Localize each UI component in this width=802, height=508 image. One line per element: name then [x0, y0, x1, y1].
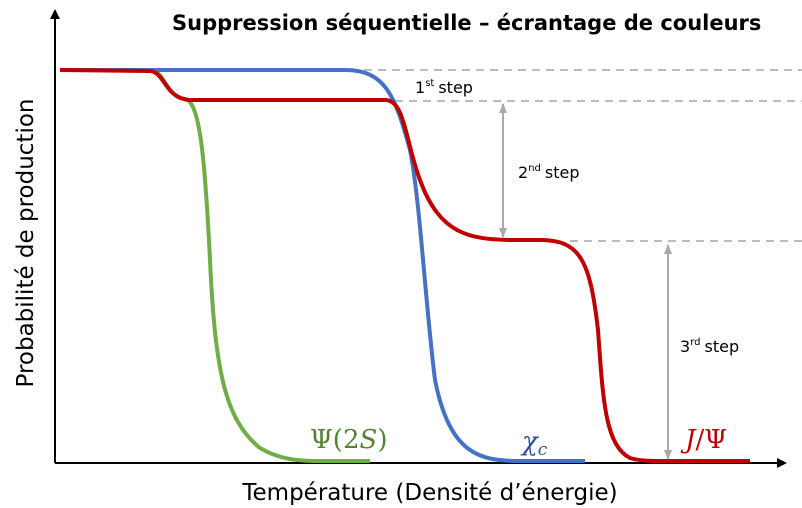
text-part: )	[377, 425, 387, 455]
text-part: step	[438, 78, 473, 97]
text-part: 1	[415, 78, 425, 97]
text-part: 2	[518, 163, 528, 182]
dashed-levels	[350, 69, 802, 242]
text-part: step	[704, 337, 739, 356]
title: Suppression séquentielle – écrantage de …	[172, 11, 761, 35]
text-part: 3	[680, 337, 690, 356]
curve-jpsi	[59, 68, 750, 463]
text-part: step	[545, 163, 580, 182]
y-axis-label: Probabilité de production	[13, 99, 39, 388]
curve-label: χc	[520, 427, 548, 460]
text-part: st	[425, 78, 434, 89]
curve-psi2s	[60, 68, 370, 463]
step-label: 1st step	[415, 78, 473, 97]
curve-label: J/Ψ	[680, 425, 727, 455]
text-part: /Ψ	[695, 425, 727, 455]
step-label: 2nd step	[518, 163, 579, 182]
curve-label: Ψ(2S)	[310, 425, 387, 455]
step-label: 3rd step	[680, 337, 739, 356]
curve-chic	[60, 68, 585, 463]
text-part: χ	[520, 427, 540, 457]
text-part: J	[680, 425, 697, 455]
text-part: S	[360, 425, 378, 455]
text-part: nd	[528, 163, 541, 174]
text-part: Ψ(2	[310, 425, 360, 455]
text-part: c	[538, 440, 548, 460]
text-part: rd	[690, 337, 700, 348]
x-axis-label: Température (Densité d’énergie)	[241, 480, 617, 506]
